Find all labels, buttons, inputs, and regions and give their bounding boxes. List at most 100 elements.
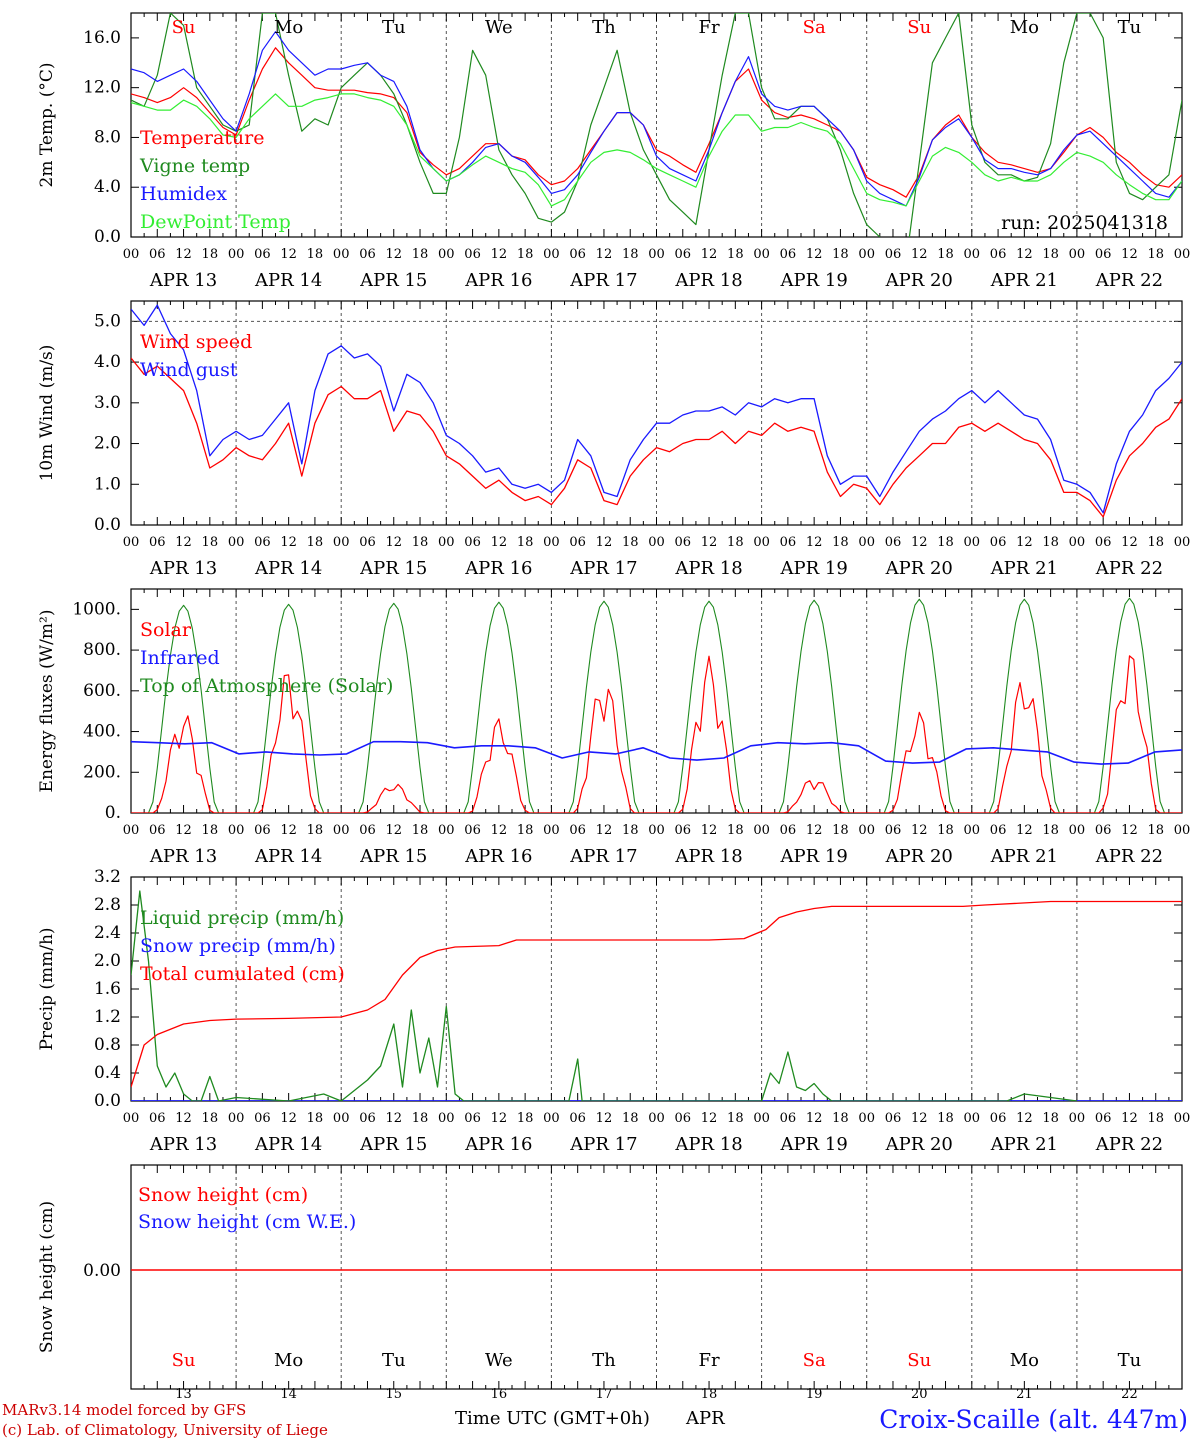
x-hour-tick-label: 00: [1069, 535, 1086, 550]
x-hour-tick-label: 00: [753, 1111, 770, 1126]
legend-entry: Wind speed: [140, 331, 252, 353]
legend-entry: Snow height (cm): [138, 1184, 308, 1206]
weekday-label: Fr: [699, 17, 720, 38]
weekday-label: Su: [907, 1350, 931, 1371]
x-hour-tick-label: 06: [359, 1111, 376, 1126]
x-hour-tick-label: 12: [280, 823, 297, 838]
x-hour-tick-label: 12: [385, 535, 402, 550]
y-tick-label: 0.8: [94, 1035, 121, 1055]
date-number-label: 17: [596, 1387, 613, 1402]
x-date-label: APR 13: [149, 270, 217, 291]
x-hour-tick-label: 12: [911, 535, 928, 550]
date-number-label: 18: [701, 1387, 718, 1402]
x-hour-tick-label: 06: [149, 823, 166, 838]
x-hour-tick-label: 06: [254, 1111, 271, 1126]
x-hour-tick-label: 00: [648, 247, 665, 262]
x-date-label: APR 13: [149, 1134, 217, 1155]
x-hour-tick-label: 12: [491, 247, 508, 262]
x-hour-tick-label: 00: [543, 247, 560, 262]
x-hour-tick-label: 00: [1069, 247, 1086, 262]
weekday-label: Th: [592, 1350, 616, 1371]
x-hour-tick-label: 12: [1016, 1111, 1033, 1126]
x-hour-tick-label: 00: [858, 535, 875, 550]
x-date-label: APR 19: [780, 1134, 848, 1155]
x-hour-tick-label: 00: [333, 247, 350, 262]
y-tick-label: 3.2: [94, 867, 121, 887]
x-hour-tick-label: 18: [202, 535, 219, 550]
x-hour-tick-label: 18: [412, 535, 429, 550]
weekday-label: Mo: [1010, 17, 1039, 38]
x-date-label: APR 19: [780, 846, 848, 867]
x-hour-tick-label: 06: [1095, 247, 1112, 262]
legend-entry: Total cumulated (cm): [140, 963, 345, 985]
x-hour-tick-label: 18: [517, 1111, 534, 1126]
x-hour-tick-label: 00: [1174, 1111, 1191, 1126]
date-number-label: 14: [280, 1387, 297, 1402]
x-hour-tick-label: 12: [806, 823, 823, 838]
x-hour-tick-label: 00: [1069, 823, 1086, 838]
x-hour-tick-label: 12: [806, 535, 823, 550]
x-hour-tick-label: 12: [175, 823, 192, 838]
x-hour-tick-label: 12: [701, 1111, 718, 1126]
x-date-label: APR 20: [885, 270, 953, 291]
x-hour-tick-label: 00: [543, 535, 560, 550]
x-hour-tick-label: 06: [780, 1111, 797, 1126]
dewpoint-temp-line: [131, 93, 1182, 207]
legend-entry: Snow precip (mm/h): [140, 935, 336, 957]
footer-credit-line: (c) Lab. of Climatology, University of L…: [2, 1421, 328, 1439]
weekday-label: Sa: [803, 1350, 826, 1371]
y-tick-label: 0.4: [94, 1063, 121, 1083]
x-hour-tick-label: 12: [1121, 823, 1138, 838]
weekday-label: Mo: [274, 1350, 303, 1371]
y-tick-label: 200.: [83, 762, 121, 782]
x-date-label: APR 22: [1095, 270, 1163, 291]
weekday-label: Su: [172, 1350, 196, 1371]
y-tick-label: 400.: [83, 722, 121, 742]
x-hour-tick-label: 06: [990, 1111, 1007, 1126]
x-hour-tick-label: 00: [648, 823, 665, 838]
x-hour-tick-label: 06: [149, 1111, 166, 1126]
y-tick-label: 1000.: [72, 599, 121, 619]
y-axis-title: 10m Wind (m/s): [37, 345, 57, 482]
y-axis-title: 2m Temp. (°C): [37, 62, 57, 187]
x-hour-tick-label: 12: [385, 823, 402, 838]
plot-border: [130, 300, 1183, 526]
x-hour-tick-label: 00: [438, 1111, 455, 1126]
x-hour-tick-label: 18: [937, 535, 954, 550]
x-date-label: APR 17: [569, 846, 637, 867]
x-hour-tick-label: 06: [1095, 1111, 1112, 1126]
x-hour-tick-label: 00: [858, 1111, 875, 1126]
wind-gust-line: [131, 304, 1182, 514]
x-hour-tick-label: 06: [780, 535, 797, 550]
x-hour-tick-label: 12: [385, 247, 402, 262]
y-tick-label: 12.0: [83, 78, 121, 98]
x-hour-tick-label: 18: [517, 823, 534, 838]
x-date-label: APR 16: [464, 270, 532, 291]
x-hour-tick-label: 12: [1121, 535, 1138, 550]
x-date-label: APR 16: [464, 558, 532, 579]
x-date-label: APR 18: [674, 1134, 742, 1155]
x-hour-tick-label: 06: [569, 1111, 586, 1126]
x-hour-tick-label: 18: [622, 823, 639, 838]
x-hour-tick-label: 12: [911, 823, 928, 838]
x-hour-tick-label: 06: [254, 535, 271, 550]
x-hour-tick-label: 06: [569, 247, 586, 262]
x-hour-tick-label: 18: [1147, 535, 1164, 550]
x-hour-tick-label: 12: [806, 1111, 823, 1126]
legend-entry: Snow height (cm W.E.): [138, 1211, 356, 1233]
x-hour-tick-label: 18: [1042, 535, 1059, 550]
x-hour-tick-label: 18: [1147, 823, 1164, 838]
date-number-label: 22: [1121, 1387, 1138, 1402]
x-hour-tick-label: 12: [701, 823, 718, 838]
x-date-label: APR 21: [990, 558, 1058, 579]
y-axis-title: Precip (mm/h): [37, 927, 57, 1050]
x-hour-tick-label: 12: [1016, 247, 1033, 262]
x-hour-tick-label: 00: [228, 1111, 245, 1126]
x-date-label: APR 21: [990, 1134, 1058, 1155]
date-number-label: 19: [806, 1387, 823, 1402]
x-hour-tick-label: 18: [832, 247, 849, 262]
x-hour-tick-label: 00: [228, 247, 245, 262]
weekday-label: Tu: [382, 1350, 406, 1371]
y-tick-label: 16.0: [83, 28, 121, 48]
x-date-label: APR 14: [254, 270, 322, 291]
